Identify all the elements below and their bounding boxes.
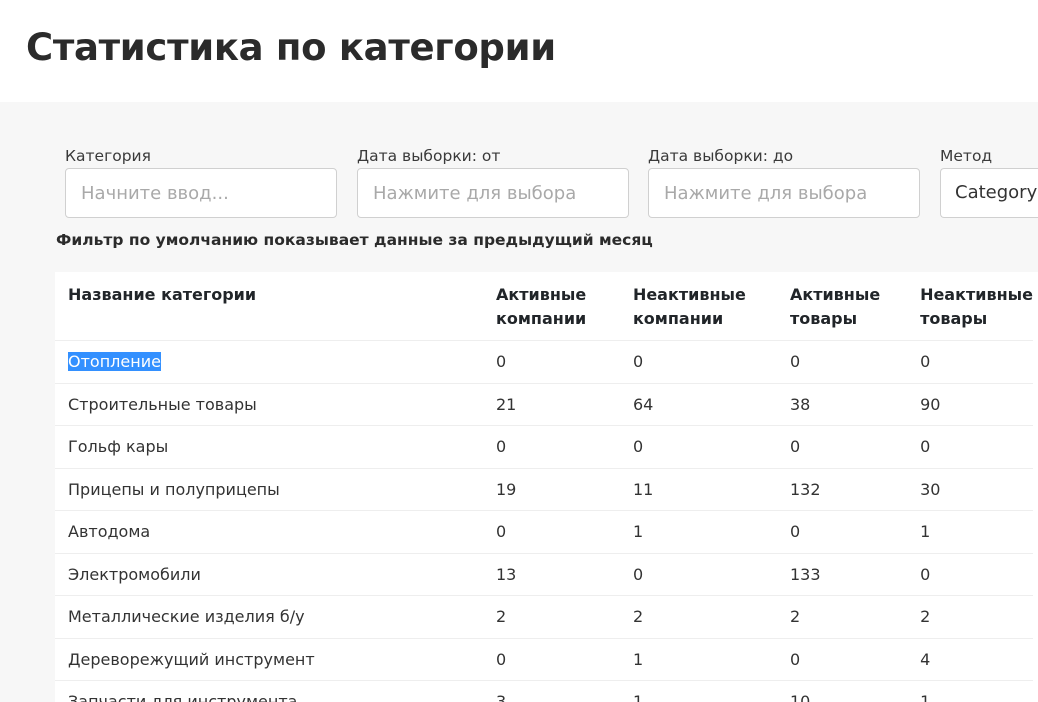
active-companies-cell: 13 — [495, 553, 633, 596]
active-products-cell: 133 — [789, 553, 921, 596]
table-row: Отопление 0 0 0 0 — [55, 340, 1033, 384]
table-row: Строительные товары 21 64 38 90 — [55, 383, 1033, 426]
method-label: Метод — [940, 147, 993, 165]
category-name-cell: Запчасти для инструмента — [55, 680, 496, 702]
inactive-companies-cell: 0 — [632, 340, 790, 384]
inactive-products-cell: 1 — [920, 680, 1033, 702]
active-products-cell: 0 — [789, 340, 921, 384]
date-to-filter: Дата выборки: до — [648, 146, 920, 218]
category-filter: Категория — [65, 146, 337, 218]
category-name-cell: Металлические изделия б/у — [55, 595, 496, 639]
active-companies-cell: 0 — [495, 340, 633, 384]
header-active-companies: Активные компании — [495, 272, 633, 341]
inactive-companies-cell: 64 — [632, 383, 790, 426]
category-label: Категория — [65, 147, 151, 165]
active-products-cell: 38 — [789, 383, 921, 426]
inactive-companies-cell: 1 — [632, 510, 790, 554]
active-products-cell: 0 — [789, 425, 921, 469]
category-name-cell: Строительные товары — [55, 383, 496, 426]
table-row: Запчасти для инструмента 3 1 10 1 — [55, 680, 1033, 702]
category-name-cell: Прицепы и полуприцепы — [55, 468, 496, 511]
table-row: Гольф кары 0 0 0 0 — [55, 425, 1033, 469]
method-select[interactable]: Category — [940, 168, 1038, 218]
active-companies-cell: 3 — [495, 680, 633, 702]
active-products-cell: 0 — [789, 638, 921, 681]
header-active-products: Активные товары — [789, 272, 921, 341]
active-companies-cell: 21 — [495, 383, 633, 426]
category-name-cell: Электромобили — [55, 553, 496, 596]
inactive-companies-cell: 0 — [632, 425, 790, 469]
page-title: Статистика по категории — [26, 26, 556, 69]
category-input[interactable] — [65, 168, 337, 218]
category-name-cell: Автодома — [55, 510, 496, 554]
date-from-filter: Дата выборки: от — [357, 146, 629, 218]
header-inactive-products: Неактивные товары — [920, 272, 1033, 341]
inactive-products-cell: 0 — [920, 425, 1033, 469]
header-category-name: Название категории — [55, 272, 496, 341]
inactive-companies-cell: 2 — [632, 595, 790, 639]
active-products-cell: 0 — [789, 510, 921, 554]
inactive-products-cell: 0 — [920, 340, 1033, 384]
page-header: Статистика по категории — [0, 0, 1038, 102]
method-filter: Метод Category — [940, 146, 1038, 218]
table-row: Прицепы и полуприцепы 19 11 132 30 — [55, 468, 1033, 511]
inactive-companies-cell: 1 — [632, 638, 790, 681]
active-companies-cell: 2 — [495, 595, 633, 639]
category-stats-table: Название категории Активные компании Неа… — [55, 272, 1038, 702]
inactive-companies-cell: 1 — [632, 680, 790, 702]
inactive-products-cell: 90 — [920, 383, 1033, 426]
date-from-input[interactable] — [357, 168, 629, 218]
table-header-row: Название категории Активные компании Неа… — [55, 272, 1033, 341]
date-to-input[interactable] — [648, 168, 920, 218]
category-name-cell: Отопление — [68, 352, 161, 372]
inactive-companies-cell: 11 — [632, 468, 790, 511]
date-from-label: Дата выборки: от — [357, 147, 501, 165]
inactive-products-cell: 2 — [920, 595, 1033, 639]
active-companies-cell: 0 — [495, 510, 633, 554]
inactive-products-cell: 0 — [920, 553, 1033, 596]
active-products-cell: 2 — [789, 595, 921, 639]
table-row: Дереворежущий инструмент 0 1 0 4 — [55, 638, 1033, 681]
default-filter-hint: Фильтр по умолчанию показывает данные за… — [56, 231, 653, 249]
inactive-companies-cell: 0 — [632, 553, 790, 596]
active-companies-cell: 19 — [495, 468, 633, 511]
active-companies-cell: 0 — [495, 425, 633, 469]
active-products-cell: 132 — [789, 468, 921, 511]
inactive-products-cell: 1 — [920, 510, 1033, 554]
table-row: Металлические изделия б/у 2 2 2 2 — [55, 595, 1033, 639]
category-name-cell: Дереворежущий инструмент — [55, 638, 496, 681]
category-name-cell: Гольф кары — [55, 425, 496, 469]
header-inactive-companies: Неактивные компании — [632, 272, 790, 341]
inactive-products-cell: 30 — [920, 468, 1033, 511]
active-companies-cell: 0 — [495, 638, 633, 681]
table-row: Электромобили 13 0 133 0 — [55, 553, 1033, 596]
date-to-label: Дата выборки: до — [648, 147, 794, 165]
active-products-cell: 10 — [789, 680, 921, 702]
table-row: Автодома 0 1 0 1 — [55, 510, 1033, 554]
inactive-products-cell: 4 — [920, 638, 1033, 681]
